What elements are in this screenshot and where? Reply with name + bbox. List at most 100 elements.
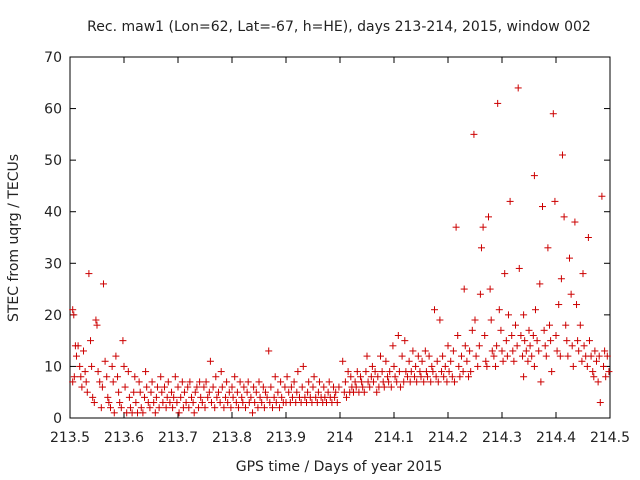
data-point: [195, 404, 203, 412]
data-point: [366, 383, 374, 391]
data-point: [332, 388, 340, 396]
data-point: [593, 357, 600, 365]
data-point: [406, 378, 414, 386]
data-point: [391, 373, 399, 381]
data-point: [362, 368, 370, 376]
data-point: [285, 388, 293, 396]
data-point: [535, 347, 543, 355]
data-point: [595, 352, 603, 360]
data-point: [242, 404, 249, 412]
data-point: [298, 383, 306, 391]
data-point: [493, 342, 501, 350]
data-point: [368, 362, 376, 370]
data-point: [363, 352, 371, 360]
data-point: [384, 373, 392, 381]
data-point: [240, 383, 248, 391]
data-point: [429, 368, 437, 376]
data-point: [283, 373, 291, 381]
data-point: [89, 393, 97, 401]
data-point: [412, 362, 420, 370]
data-point: [161, 383, 168, 391]
y-tick-label: 50: [44, 153, 62, 169]
data-point: [398, 352, 406, 360]
data-point: [472, 352, 480, 360]
data-point: [432, 373, 440, 381]
data-point: [583, 362, 591, 370]
data-point: [420, 378, 428, 386]
data-point: [250, 383, 258, 391]
data-point: [602, 373, 610, 381]
data-point: [200, 383, 208, 391]
data-point: [320, 383, 328, 391]
data-point: [272, 399, 280, 407]
data-point: [404, 373, 411, 381]
data-point: [501, 270, 509, 278]
data-point: [353, 368, 361, 376]
data-point: [504, 311, 512, 319]
data-point: [220, 404, 228, 412]
data-point: [357, 373, 365, 381]
data-point: [571, 218, 579, 226]
data-point: [546, 321, 554, 329]
data-point: [97, 404, 105, 412]
data-point: [83, 388, 91, 396]
data-point: [574, 337, 582, 345]
data-point: [77, 373, 85, 381]
data-point: [120, 362, 128, 370]
data-point: [325, 378, 333, 386]
y-axis: 0 10 20 30 40 50 60 70: [44, 50, 610, 427]
data-point: [251, 399, 259, 407]
data-point: [452, 223, 460, 231]
data-point: [124, 368, 132, 376]
y-tick-label: 20: [44, 308, 62, 324]
data-point: [515, 264, 523, 272]
data-point: [377, 352, 384, 360]
data-point: [558, 151, 566, 159]
data-point: [441, 362, 449, 370]
data-point: [222, 393, 230, 401]
data-point: [70, 311, 78, 319]
data-point: [157, 373, 165, 381]
data-point: [168, 388, 176, 396]
data-point: [344, 368, 352, 376]
data-point: [509, 347, 517, 355]
data-point: [503, 352, 511, 360]
data-point: [146, 404, 154, 412]
data-point: [169, 404, 177, 412]
data-point: [205, 388, 213, 396]
data-point: [556, 352, 564, 360]
data-point: [549, 110, 557, 118]
y-tick-label: 70: [44, 50, 62, 66]
data-point: [215, 388, 222, 396]
data-point: [315, 378, 323, 386]
data-point: [400, 378, 408, 386]
data-point: [541, 342, 549, 350]
x-tick-label: 214.4: [536, 430, 576, 446]
data-point: [506, 197, 514, 205]
data-point: [569, 362, 577, 370]
data-point: [422, 368, 430, 376]
data-point: [360, 388, 368, 396]
data-point: [188, 393, 195, 401]
y-tick-label: 0: [53, 411, 62, 427]
data-point: [433, 357, 441, 365]
data-point: [486, 285, 494, 293]
data-point: [533, 337, 541, 345]
data-point: [177, 393, 185, 401]
data-point: [185, 404, 193, 412]
data-point: [270, 393, 278, 401]
data-point: [260, 404, 268, 412]
data-point: [445, 368, 453, 376]
data-point: [294, 368, 302, 376]
data-point: [269, 404, 276, 412]
data-point: [405, 357, 413, 365]
data-point: [96, 378, 104, 386]
data-point: [182, 399, 190, 407]
data-point: [510, 357, 518, 365]
data-point: [449, 347, 457, 355]
data-point: [352, 383, 360, 391]
data-point: [162, 404, 170, 412]
data-point: [600, 362, 608, 370]
data-point: [444, 342, 452, 350]
